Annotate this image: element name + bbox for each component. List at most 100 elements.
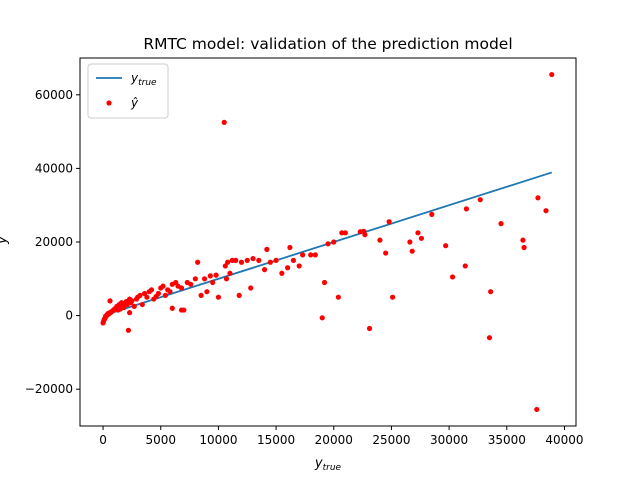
prediction-point — [213, 272, 219, 278]
prediction-point — [139, 301, 145, 308]
prediction-point — [233, 257, 239, 263]
prediction-point — [407, 239, 413, 245]
prediction-point — [285, 265, 291, 271]
prediction-point — [198, 292, 204, 298]
prediction-point — [169, 305, 175, 311]
prediction-point — [273, 257, 279, 263]
prediction-point — [167, 289, 173, 295]
prediction-point — [131, 303, 137, 309]
prediction-point — [449, 274, 456, 280]
legend: ytrue ŷ — [87, 63, 169, 119]
prediction-point — [498, 221, 504, 227]
prediction-point — [342, 230, 348, 236]
chart-title: RMTC model: validation of the prediction… — [143, 35, 512, 53]
prediction-point — [383, 250, 389, 256]
prediction-point — [477, 197, 483, 203]
axes: 0 5000 10000 15000 20000 25000 30000 35000 40000… — [25, 57, 584, 447]
prediction-point — [535, 195, 541, 201]
prediction-point — [287, 244, 293, 251]
prediction-point — [178, 307, 185, 313]
prediction-point — [331, 239, 337, 245]
prediction-point — [225, 259, 231, 265]
prediction-point — [155, 290, 162, 297]
prediction-point — [463, 206, 470, 212]
x-tick-label: 15000 — [257, 433, 295, 447]
prediction-point — [549, 71, 555, 78]
prediction-point — [321, 279, 328, 286]
y-tick-label: −20000 — [25, 382, 73, 396]
prediction-point — [127, 310, 133, 316]
x-tick-label: 30000 — [430, 433, 468, 447]
prediction-point — [488, 289, 494, 295]
prediction-point — [162, 292, 168, 298]
prediction-point — [215, 294, 222, 300]
prediction-point — [443, 243, 449, 249]
prediction-point — [534, 406, 540, 413]
prediction-point — [389, 294, 396, 300]
prediction-point — [264, 246, 270, 252]
prediction-point — [250, 255, 256, 262]
prediction-point — [160, 283, 166, 289]
legend-label: ytrue — [130, 71, 157, 88]
prediction-point — [296, 263, 302, 269]
y-tick-label: 60000 — [35, 88, 73, 102]
x-tick-label: 40000 — [545, 433, 583, 447]
y-tick-label: 0 — [65, 309, 73, 323]
prediction-point — [521, 244, 527, 251]
prediction-point — [238, 259, 245, 265]
prediction-point — [210, 279, 216, 286]
prediction-point — [207, 273, 213, 279]
prediction-point — [107, 298, 113, 304]
x-tick-label: 0 — [99, 433, 107, 447]
prediction-point — [223, 276, 230, 282]
prediction-point — [261, 267, 268, 273]
prediction-point — [144, 294, 150, 300]
prediction-point — [543, 208, 549, 214]
prediction-point — [267, 259, 273, 265]
y-tick-label: 20000 — [35, 235, 73, 249]
prediction-point — [366, 325, 373, 332]
prediction-point — [418, 235, 425, 241]
prediction-point — [204, 289, 210, 295]
prediction-point — [148, 287, 155, 293]
x-tick-label: 10000 — [199, 433, 237, 447]
x-tick-label: 20000 — [315, 433, 353, 447]
prediction-point — [415, 230, 421, 236]
prediction-point — [256, 257, 262, 263]
prediction-point — [300, 252, 306, 258]
prediction-point — [386, 219, 392, 225]
prediction-point — [312, 252, 318, 258]
y-tick-label: 40000 — [35, 161, 73, 175]
prediction-point — [127, 296, 133, 302]
prediction-point — [279, 270, 285, 276]
prediction-point — [319, 315, 325, 321]
prediction-point — [335, 294, 341, 300]
prediction-point — [248, 285, 254, 291]
prediction-point — [178, 285, 185, 291]
prediction-point — [195, 259, 201, 265]
prediction-point — [192, 276, 198, 282]
prediction-point — [108, 309, 114, 315]
prediction-point — [362, 232, 368, 238]
prediction-point — [409, 248, 415, 254]
prediction-point — [520, 237, 526, 243]
x-tick-label: 25000 — [372, 433, 410, 447]
legend-marker-swatch — [106, 100, 112, 106]
prediction-point — [125, 327, 132, 333]
prediction-point — [308, 252, 314, 258]
prediction-point — [290, 257, 296, 263]
prediction-point — [429, 211, 435, 217]
prediction-point — [137, 292, 143, 298]
x-tick-label: 5000 — [145, 433, 176, 447]
prediction-point — [325, 241, 331, 247]
x-axis-title: ytrue — [314, 456, 342, 473]
prediction-point — [486, 335, 493, 341]
prediction-point — [188, 281, 194, 287]
prediction-point — [227, 270, 233, 276]
y-axis-title: y — [0, 236, 10, 245]
prediction-point — [236, 292, 242, 298]
prediction-point — [377, 237, 383, 243]
prediction-point — [462, 263, 468, 269]
